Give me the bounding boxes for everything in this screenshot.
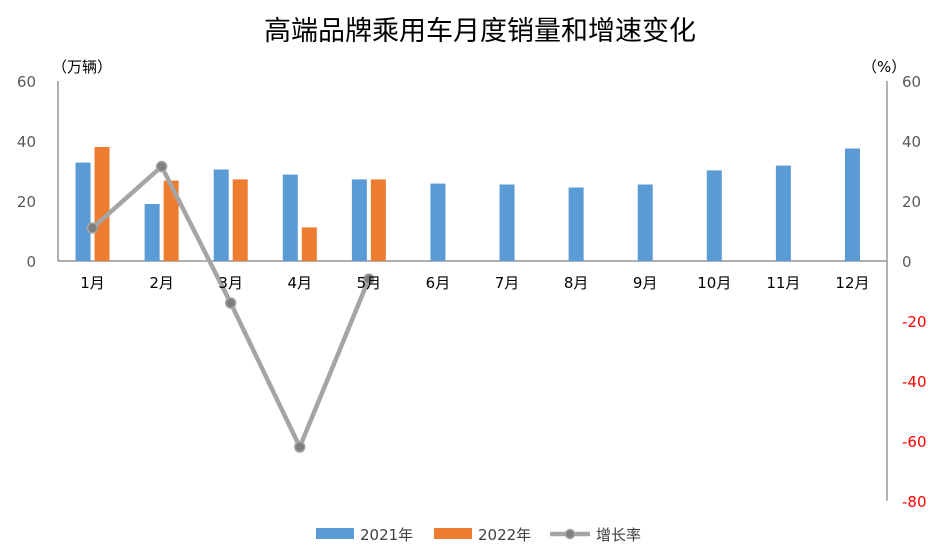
growth-point <box>294 441 306 453</box>
right-y-tick-label: -40 <box>902 373 927 391</box>
bar-2022 <box>94 147 110 261</box>
right-y-tick-label: 20 <box>902 193 921 211</box>
bar-2021 <box>499 184 515 261</box>
x-tick-label: 11月 <box>766 274 800 292</box>
x-tick-label: 1月 <box>80 274 105 292</box>
right-y-tick-label: -20 <box>902 313 927 331</box>
chart-title: 高端品牌乘用车月度销量和增速变化 <box>264 16 696 47</box>
left-axis-unit: （万辆） <box>52 58 112 76</box>
bar-2021 <box>213 169 229 261</box>
legend-label: 增长率 <box>596 526 641 544</box>
growth-point <box>224 297 237 309</box>
legend-label: 2022年 <box>478 526 531 544</box>
growth-point <box>155 160 168 173</box>
right-y-tick-label: 60 <box>902 73 921 91</box>
right-y-tick-label: 0 <box>902 253 912 271</box>
x-tick-label: 7月 <box>495 274 520 292</box>
bar-2021 <box>282 174 298 261</box>
x-tick-label: 3月 <box>218 274 243 292</box>
right-y-tick-label: 40 <box>902 133 921 151</box>
right-y-tick-label: -80 <box>902 493 927 511</box>
x-tick-label: 5月 <box>357 274 382 292</box>
growth-point <box>363 273 375 285</box>
bar-2021 <box>775 165 791 261</box>
right-axis-unit: （%） <box>862 58 906 76</box>
bar-2022 <box>232 179 248 261</box>
bar-2021 <box>144 204 160 261</box>
left-y-tick-label: 0 <box>26 253 36 271</box>
bar-2021 <box>75 162 91 261</box>
x-tick-label: 4月 <box>288 274 313 292</box>
legend-label: 2021年 <box>360 526 413 544</box>
left-y-tick-label: 40 <box>17 133 36 151</box>
growth-line-series <box>86 160 375 453</box>
legend: 2021年 2022年 增长率 <box>316 526 641 544</box>
bar-2022 <box>370 179 386 261</box>
legend-swatch <box>434 528 472 539</box>
bar-2021 <box>430 183 446 261</box>
x-tick-label: 9月 <box>633 274 658 292</box>
left-y-tick-label: 60 <box>17 73 36 91</box>
x-tick-label: 2月 <box>149 274 174 292</box>
bar-2022 <box>301 227 317 261</box>
x-tick-labels: 1月 2月 3月 4月 5月 6月 7月 8月 9月 10月 11月 12月 <box>80 274 869 292</box>
right-y-tick-label: -60 <box>902 433 927 451</box>
axes: 0 20 40 60 60 40 20 0 -20 -40 -60 -80 <box>17 73 927 511</box>
bar-2021 <box>637 184 653 261</box>
bar-series <box>75 147 860 261</box>
bar-2021 <box>568 187 584 261</box>
x-tick-label: 12月 <box>835 274 869 292</box>
x-tick-label: 6月 <box>426 274 451 292</box>
growth-point <box>86 222 99 234</box>
legend-swatch-marker <box>564 528 576 540</box>
bar-2021 <box>351 179 367 261</box>
legend-swatch <box>316 528 354 539</box>
x-tick-label: 10月 <box>697 274 731 292</box>
x-tick-label: 8月 <box>564 274 589 292</box>
bar-2021 <box>844 148 860 261</box>
bar-2022 <box>163 180 179 261</box>
left-y-tick-label: 20 <box>17 193 36 211</box>
bar-2021 <box>706 170 722 261</box>
